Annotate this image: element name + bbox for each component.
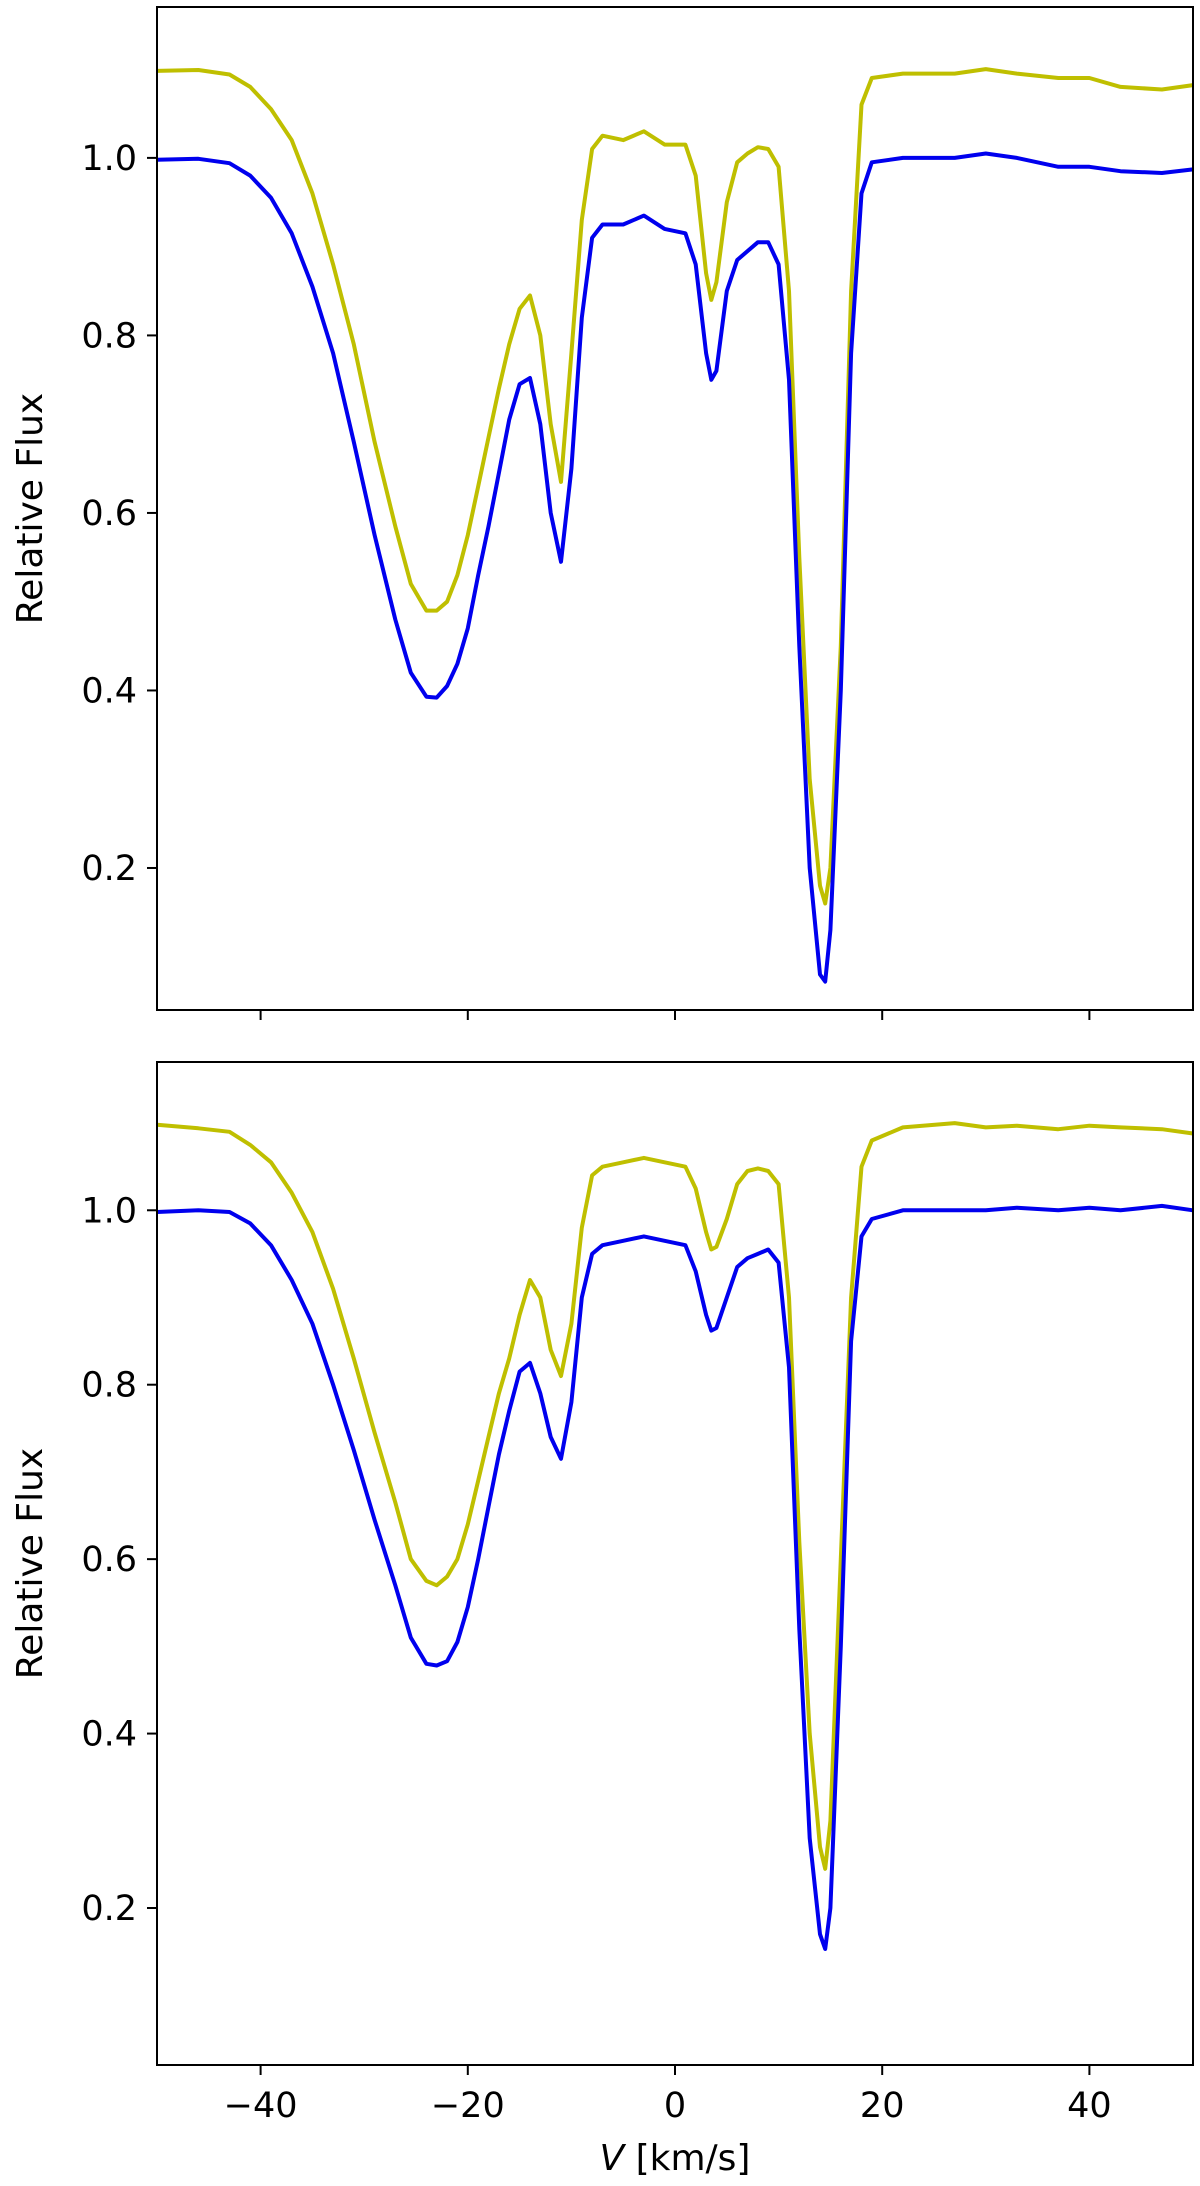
bottom-x-tick-label: −40	[224, 2086, 298, 2126]
top-series-blue-line	[156, 151, 1194, 984]
bottom-y-tick-label: 0.6	[81, 1540, 137, 1580]
bottom-y-axis-title: Relative Flux	[10, 1448, 51, 1679]
x-axis-unit: [km/s]	[624, 2138, 750, 2179]
bottom-y-tick-label: 0.4	[81, 1715, 137, 1755]
bottom-panel: 0.2 0.4 0.6 0.8 1.0 −40 −20 0 20 40 Relative Flux V…	[10, 1061, 1194, 2179]
bottom-series-blue-line	[156, 1203, 1194, 1951]
bottom-x-tick-label: 20	[860, 2086, 905, 2126]
top-y-tick-label: 1.0	[81, 139, 137, 179]
top-series-yellow-line	[156, 67, 1194, 906]
top-y-axis-title: Relative Flux	[10, 393, 51, 624]
bottom-x-tick-label: 0	[664, 2086, 686, 2126]
bottom-y-tick-label: 0.2	[81, 1889, 137, 1929]
bottom-y-tick-label: 1.0	[81, 1191, 137, 1231]
top-y-tick-label: 0.4	[81, 671, 137, 711]
bottom-x-tick-label: 40	[1067, 2086, 1112, 2126]
x-axis-variable: V	[600, 2138, 627, 2179]
bottom-series-yellow-line	[156, 1121, 1194, 1871]
top-y-tick-label: 0.2	[81, 849, 137, 889]
top-y-tick-label: 0.8	[81, 316, 137, 356]
top-y-tick-label: 0.6	[81, 494, 137, 534]
bottom-x-axis-title: V [km/s]	[600, 2138, 751, 2179]
bottom-y-tick-label: 0.8	[81, 1366, 137, 1406]
top-panel: 0.2 0.4 0.6 0.8 1.0 Relative Flux	[10, 6, 1194, 1020]
bottom-x-tick-label: −20	[431, 2086, 505, 2126]
